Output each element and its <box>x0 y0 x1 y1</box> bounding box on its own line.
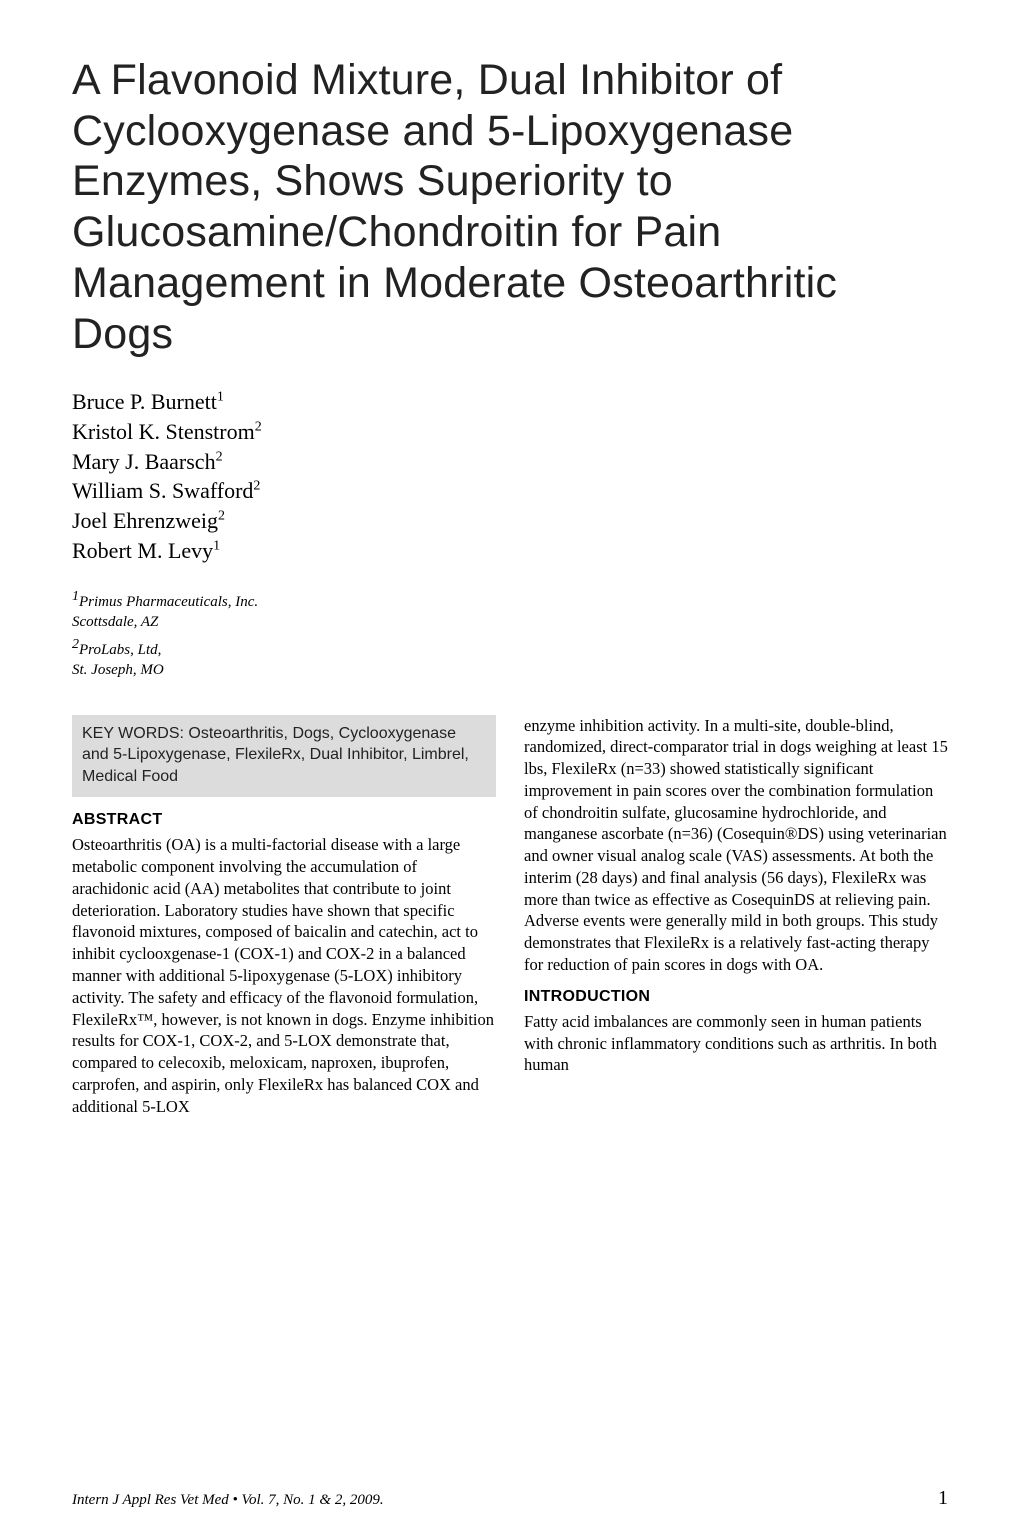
author: William S. Swafford2 <box>72 476 948 506</box>
author-affil-sup: 1 <box>217 390 224 405</box>
keywords-label: KEY WORDS: <box>82 725 184 742</box>
keywords-box: KEY WORDS: Osteoarthritis, Dogs, Cycloox… <box>72 715 496 798</box>
introduction-heading: INTRODUCTION <box>524 986 948 1007</box>
journal-citation: Intern J Appl Res Vet Med • Vol. 7, No. … <box>72 1492 384 1509</box>
author-affil-sup: 2 <box>255 420 262 435</box>
left-column: KEY WORDS: Osteoarthritis, Dogs, Cycloox… <box>72 715 496 1118</box>
author: Kristol K. Stenstrom2 <box>72 417 948 447</box>
author-affil-sup: 2 <box>253 479 260 494</box>
author-affil-sup: 2 <box>216 449 223 464</box>
abstract-text-left: Osteoarthritis (OA) is a multi-factorial… <box>72 834 496 1117</box>
author: Mary J. Baarsch2 <box>72 447 948 477</box>
affiliation: 1Primus Pharmaceuticals, Inc. Scottsdale… <box>72 592 948 633</box>
author-list: Bruce P. Burnett1 Kristol K. Stenstrom2 … <box>72 387 948 565</box>
author: Bruce P. Burnett1 <box>72 387 948 417</box>
abstract-heading: ABSTRACT <box>72 809 496 830</box>
page-footer: Intern J Appl Res Vet Med • Vol. 7, No. … <box>72 1487 948 1510</box>
author-name: Bruce P. Burnett <box>72 389 217 414</box>
author-name: Robert M. Levy <box>72 538 213 563</box>
author-name: William S. Swafford <box>72 478 253 503</box>
affil-num: 2 <box>72 637 79 652</box>
author-name: Kristol K. Stenstrom <box>72 419 255 444</box>
paper-title: A Flavonoid Mixture, Dual Inhibitor of C… <box>72 55 948 359</box>
two-column-body: KEY WORDS: Osteoarthritis, Dogs, Cycloox… <box>72 715 948 1118</box>
affiliation: 2ProLabs, Ltd, St. Joseph, MO <box>72 640 948 681</box>
affil-name: Primus Pharmaceuticals, Inc. <box>79 594 258 610</box>
right-column: enzyme inhibition activity. In a multi-s… <box>524 715 948 1118</box>
affil-name: ProLabs, Ltd, <box>79 642 161 658</box>
affiliations: 1Primus Pharmaceuticals, Inc. Scottsdale… <box>72 592 948 681</box>
author-affil-sup: 1 <box>213 539 220 554</box>
abstract-text-right: enzyme inhibition activity. In a multi-s… <box>524 715 948 976</box>
author: Joel Ehrenzweig2 <box>72 506 948 536</box>
author: Robert M. Levy1 <box>72 536 948 566</box>
introduction-text: Fatty acid imbalances are commonly seen … <box>524 1011 948 1076</box>
affil-location: Scottsdale, AZ <box>72 614 158 630</box>
affil-location: St. Joseph, MO <box>72 662 164 678</box>
affil-num: 1 <box>72 589 79 604</box>
author-name: Mary J. Baarsch <box>72 449 216 474</box>
author-affil-sup: 2 <box>218 509 225 524</box>
page-number: 1 <box>938 1487 948 1510</box>
author-name: Joel Ehrenzweig <box>72 508 218 533</box>
